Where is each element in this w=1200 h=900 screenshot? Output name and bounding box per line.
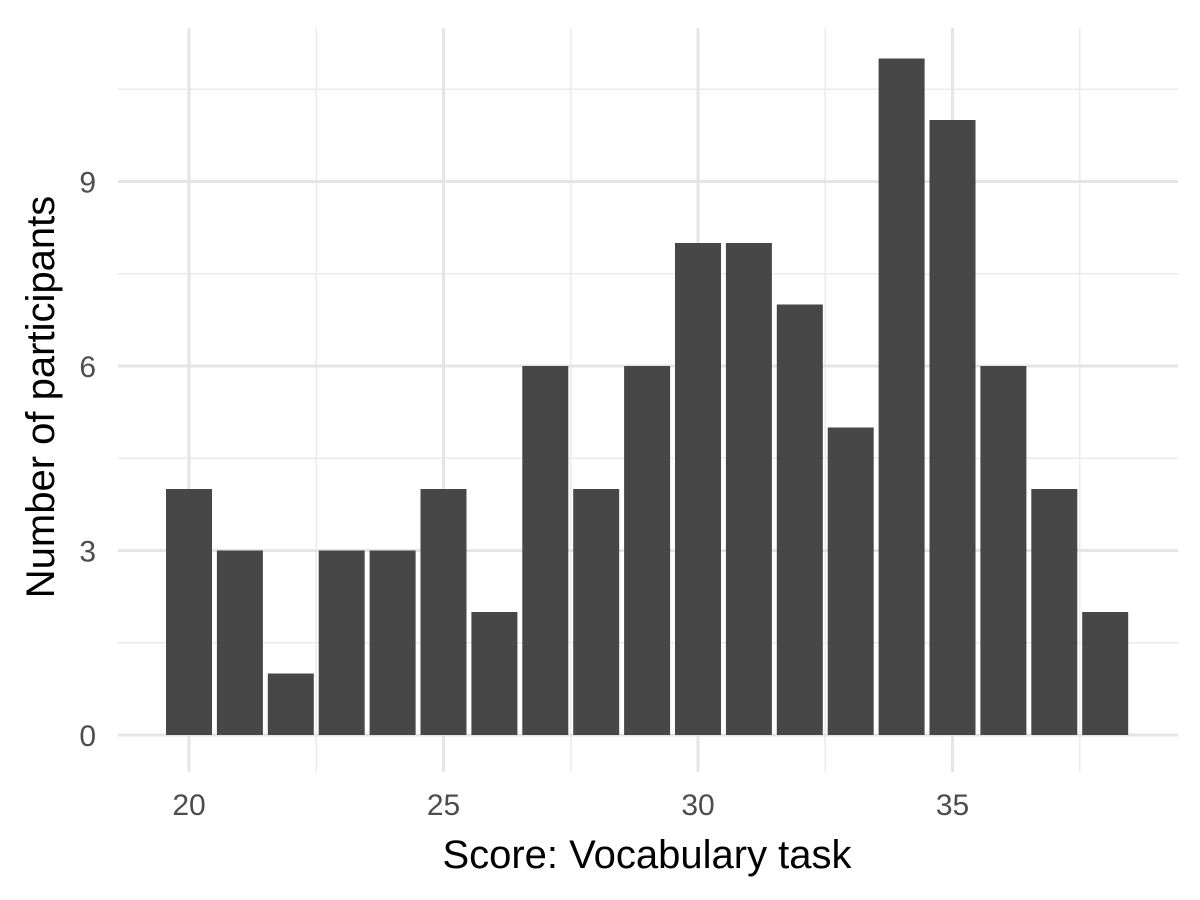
bar-score-27 — [522, 366, 569, 735]
bar-score-23 — [318, 550, 365, 735]
bar-score-32 — [776, 304, 823, 735]
bar-score-26 — [471, 612, 518, 735]
bar-score-31 — [725, 243, 772, 735]
x-tick-label-25: 25 — [427, 789, 460, 822]
bar-score-29 — [624, 366, 671, 735]
y-tick-label-3: 3 — [79, 536, 96, 569]
bar-score-24 — [369, 550, 416, 735]
bar-score-35 — [929, 120, 976, 735]
y-tick-label-0: 0 — [79, 720, 96, 753]
bars — [166, 58, 1129, 735]
x-tick-label-30: 30 — [681, 789, 714, 822]
bar-score-22 — [267, 673, 314, 735]
bar-score-25 — [420, 489, 467, 735]
y-tick-label-6: 6 — [79, 351, 96, 384]
y-axis-title: Number of participants — [19, 196, 63, 598]
bar-score-34 — [878, 58, 925, 735]
bar-score-38 — [1082, 612, 1129, 735]
bar-score-33 — [827, 427, 874, 735]
bar-score-20 — [166, 489, 212, 735]
tick-labels: 0 3 6 9 20 25 30 35 — [79, 167, 969, 823]
bar-score-30 — [675, 243, 721, 735]
y-tick-label-9: 9 — [79, 167, 96, 200]
bar-score-28 — [573, 489, 620, 735]
x-tick-label-20: 20 — [172, 789, 205, 822]
bar-score-36 — [980, 366, 1027, 735]
x-tick-label-35: 35 — [936, 789, 969, 822]
bar-score-37 — [1031, 489, 1078, 735]
x-axis-title: Score: Vocabulary task — [442, 833, 852, 877]
bar-score-21 — [216, 550, 263, 735]
